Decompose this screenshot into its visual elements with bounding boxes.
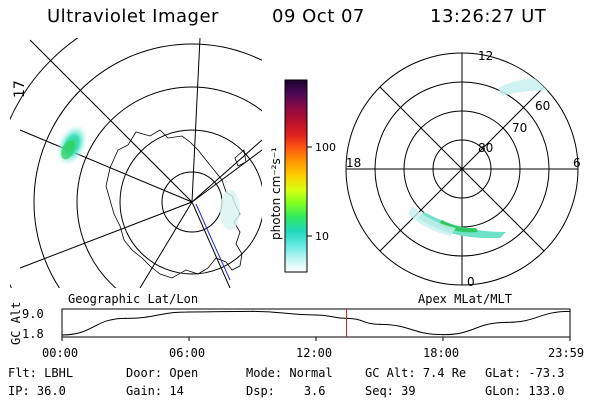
- mlt-label-6: 6: [573, 156, 581, 170]
- status-ip: IP: 36.0: [8, 384, 66, 398]
- status-seq: Seq: 39: [365, 384, 416, 398]
- status-door: Door: Open: [126, 366, 199, 380]
- altitude-point-8: [506, 321, 508, 323]
- terminator-line: [195, 203, 231, 281]
- polar-map: [345, 52, 579, 286]
- island-outline: [234, 149, 247, 167]
- altitude-point-1: [124, 317, 127, 319]
- plot-left-title: Geographic Lat/Lon: [68, 292, 198, 306]
- status-glat: GLat: -73.3: [485, 366, 565, 380]
- lat-circles: [10, 38, 262, 288]
- altitude-point-4: [315, 314, 317, 316]
- mlat-label-60: 60: [535, 99, 550, 113]
- status-gc-alt: GC Alt: 7.4 Re: [365, 366, 467, 380]
- colorbar-tick-100: 100: [315, 141, 336, 154]
- status-gain: Gain: 14: [126, 384, 184, 398]
- ytick-min: 1.8: [22, 327, 44, 341]
- mlat-label-70: 70: [512, 121, 527, 135]
- mlt-label-18: 18: [346, 156, 361, 170]
- plot-ylabel: GC Alt: [9, 302, 23, 345]
- antarctica-coastline: [105, 129, 243, 279]
- status-dsp: Dsp: 3.6: [246, 384, 326, 398]
- xtick-0600: 06:00: [169, 346, 205, 360]
- ytick-max: 9.0: [22, 307, 44, 321]
- colorbar-tick-10: 10: [315, 230, 329, 243]
- xtick-2359: 23:59: [548, 346, 584, 360]
- xtick-1800: 18:00: [423, 346, 459, 360]
- plot-right-title: Apex MLat/MLT: [418, 292, 512, 306]
- colorbar: [284, 79, 308, 273]
- geographic-map: [10, 38, 262, 288]
- colorbar-ticks: [307, 146, 312, 237]
- mlat-label-80: 80: [478, 141, 493, 155]
- altitude-point-6: [379, 323, 381, 325]
- altitude-point-9: [569, 310, 571, 312]
- status-flt: Flt: LBHL: [8, 366, 74, 380]
- status-glon: GLon: 133.0: [485, 384, 565, 398]
- altitude-point-3: [252, 310, 254, 312]
- altitude-curve: [61, 310, 571, 336]
- mlt-label-0: 0: [467, 275, 475, 289]
- geo-corner-label: 17: [12, 80, 28, 98]
- altitude-point-2: [188, 311, 190, 313]
- xtick-0000: 00:00: [42, 346, 78, 360]
- time-label: 13:26:27 UT: [430, 6, 547, 27]
- date-label: 09 Oct 07: [272, 6, 365, 27]
- mlt-label-12: 12: [478, 49, 493, 63]
- instrument-title: Ultraviolet Imager: [47, 6, 219, 27]
- altitude-point-0: [61, 334, 63, 336]
- colorbar-unit-label: photon cm⁻²s⁻¹: [269, 147, 283, 240]
- altitude-plot-area: [61, 309, 571, 337]
- status-mode: Mode: Normal: [246, 366, 333, 380]
- xtick-1200: 12:00: [296, 346, 332, 360]
- altitude-point-7: [442, 334, 444, 336]
- x-ticks: [61, 337, 571, 341]
- meridians: [19, 38, 262, 288]
- aurora-blob-geo: [56, 124, 240, 230]
